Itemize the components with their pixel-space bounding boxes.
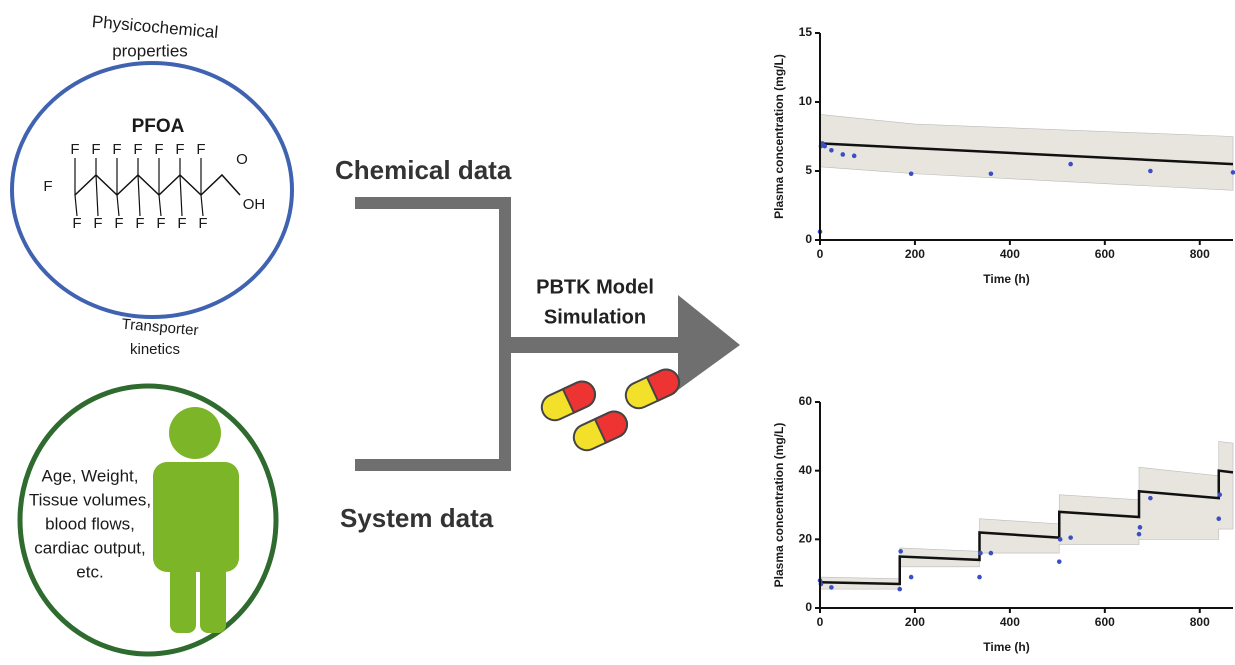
- x-tick-label: 0: [817, 247, 824, 261]
- atom-label: F: [91, 141, 100, 158]
- bond: [200, 194, 204, 217]
- system-text: Age, Weight,: [41, 466, 138, 485]
- y-tick-label: 20: [799, 532, 813, 546]
- x-tick-label: 800: [1190, 615, 1210, 629]
- person-icon: [153, 407, 239, 633]
- observed-point: [988, 550, 994, 556]
- compound-name: PFOA: [132, 116, 185, 137]
- system-data-label: System data: [340, 503, 494, 533]
- observed-point: [988, 171, 994, 177]
- observed-point: [829, 585, 834, 590]
- observed-point: [1216, 516, 1222, 522]
- bond: [116, 194, 120, 217]
- observed-point: [1148, 495, 1153, 501]
- atom-label: F: [198, 215, 207, 232]
- chemical-circle: [10, 61, 294, 319]
- observed-point: [1056, 559, 1062, 564]
- atom-label: F: [154, 141, 163, 158]
- observed-point: [822, 143, 828, 149]
- observed-point: [1068, 161, 1073, 167]
- x-tick-label: 0: [817, 615, 824, 629]
- observed-point: [977, 574, 982, 580]
- atom-label: F: [135, 215, 144, 232]
- y-axis-label: Plasma concentration (mg/L): [772, 54, 786, 219]
- transporter-label: Transporter: [121, 316, 199, 340]
- observed-point: [1137, 525, 1143, 530]
- bond: [74, 194, 78, 217]
- y-tick-label: 15: [799, 25, 813, 39]
- atom-label: F: [93, 215, 102, 232]
- observed-point: [1230, 170, 1235, 175]
- transporter-label: kinetics: [130, 341, 180, 358]
- y-tick-label: 40: [799, 463, 813, 477]
- connector: [355, 197, 511, 471]
- chemical-data-label: Chemical data: [335, 155, 512, 185]
- bond: [74, 173, 241, 197]
- atom-label: F: [133, 141, 142, 158]
- observed-point: [1057, 537, 1063, 542]
- y-tick-label: 0: [805, 600, 812, 614]
- atom-label: F: [43, 178, 52, 195]
- atom-label: F: [70, 141, 79, 158]
- y-tick-label: 10: [799, 94, 813, 108]
- bond: [179, 174, 183, 217]
- system-text: etc.: [76, 562, 103, 581]
- system-text: Tissue volumes,: [29, 490, 151, 509]
- physchem-label: Physicochemical: [91, 12, 219, 42]
- x-axis-label: Time (h): [983, 640, 1029, 654]
- observed-point: [897, 586, 903, 592]
- system-text: blood flows,: [45, 514, 135, 533]
- arrow-label: Simulation: [544, 306, 646, 328]
- atom-label: OH: [243, 196, 266, 213]
- x-tick-label: 400: [1000, 247, 1020, 261]
- observed-point: [978, 550, 983, 556]
- y-tick-label: 0: [805, 232, 812, 246]
- observed-point: [898, 549, 904, 554]
- x-tick-label: 600: [1095, 615, 1115, 629]
- observed-point: [1068, 535, 1073, 540]
- atom-label: F: [156, 215, 165, 232]
- model-line: [819, 142, 1234, 166]
- system-circle: [17, 383, 279, 657]
- arrow-head: [678, 295, 740, 390]
- bond: [95, 174, 99, 217]
- x-tick-label: 600: [1095, 247, 1115, 261]
- x-tick-label: 800: [1190, 247, 1210, 261]
- observed-point: [1148, 168, 1153, 174]
- prediction-band: [819, 441, 1234, 590]
- atom-label: F: [72, 215, 81, 232]
- arrow-shaft: [505, 337, 683, 353]
- atom-label: F: [114, 215, 123, 232]
- system-text: cardiac output,: [34, 538, 146, 557]
- observed-point: [829, 148, 834, 153]
- observed-point: [851, 153, 857, 159]
- x-tick-label: 200: [905, 247, 925, 261]
- atom-label: O: [236, 151, 248, 168]
- observed-point: [1136, 531, 1142, 537]
- pills: [540, 368, 681, 452]
- observed-point: [1217, 492, 1223, 498]
- arrow-label: PBTK Model: [536, 276, 654, 298]
- atom-label: F: [175, 141, 184, 158]
- bond: [137, 174, 141, 217]
- y-tick-label: 60: [799, 394, 813, 408]
- observed-point: [908, 574, 914, 580]
- y-tick-label: 5: [805, 163, 812, 177]
- y-axis-label: Plasma concentration (mg/L): [772, 423, 786, 588]
- atom-label: F: [112, 141, 121, 158]
- atom-label: F: [177, 215, 186, 232]
- observed-point: [840, 152, 846, 157]
- prediction-band: [819, 114, 1234, 191]
- atom-label: F: [196, 141, 205, 158]
- x-tick-label: 200: [905, 615, 925, 629]
- x-tick-label: 400: [1000, 615, 1020, 629]
- x-axis-label: Time (h): [983, 272, 1029, 286]
- physchem-label: properties: [112, 41, 188, 60]
- observed-point: [908, 171, 914, 177]
- bond: [158, 194, 162, 217]
